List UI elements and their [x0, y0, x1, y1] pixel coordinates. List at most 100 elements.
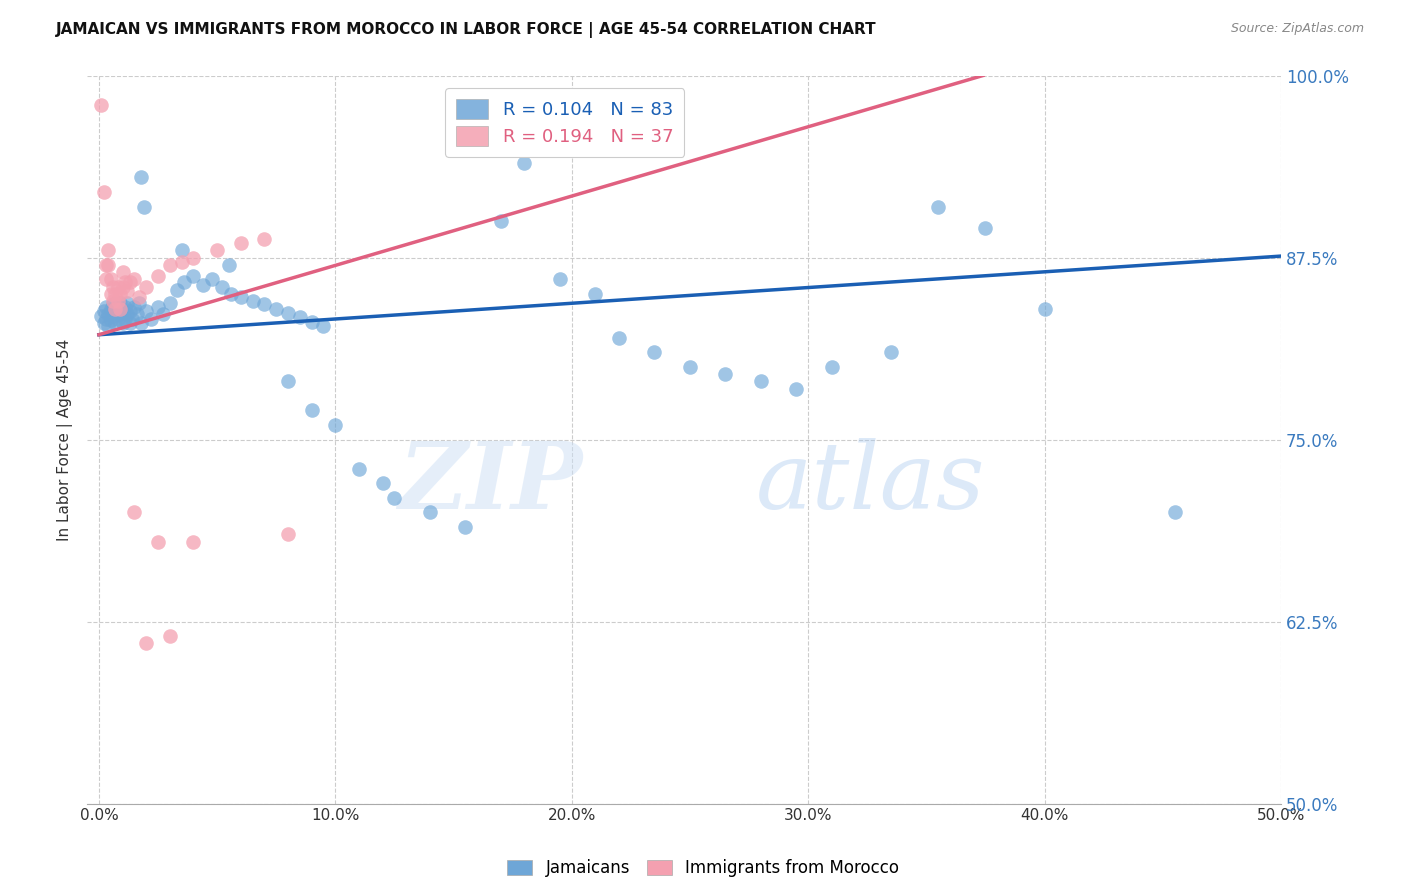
Point [97, 318, 120, 333]
Point [94, 300, 117, 314]
Point [264, 301, 287, 316]
Point [312, 318, 335, 333]
Point [111, 304, 134, 318]
Point [288, 310, 311, 325]
Point [121, 311, 143, 326]
Point [114, 300, 136, 314]
Point [118, 316, 141, 330]
Point [93, 304, 115, 318]
Point [253, 297, 276, 311]
Point [101, 279, 124, 293]
Point [219, 287, 242, 301]
Point [97, 258, 120, 272]
Y-axis label: In Labor Force | Age 45-54: In Labor Force | Age 45-54 [58, 338, 73, 541]
Point [277, 374, 299, 388]
Point [94, 272, 117, 286]
Point [323, 417, 346, 432]
Point [107, 311, 129, 326]
Point [146, 269, 169, 284]
Text: ZIP: ZIP [398, 438, 582, 528]
Point [101, 309, 124, 323]
Point [146, 534, 169, 549]
Point [139, 311, 162, 326]
Point [229, 235, 252, 250]
Point [927, 200, 949, 214]
Text: Source: ZipAtlas.com: Source: ZipAtlas.com [1230, 22, 1364, 36]
Point [301, 315, 323, 329]
Point [117, 295, 139, 310]
Point [166, 283, 188, 297]
Point [821, 359, 844, 374]
Point [607, 331, 630, 345]
Point [90, 309, 112, 323]
Point [97, 244, 120, 258]
Point [191, 278, 214, 293]
Point [714, 367, 737, 381]
Point [201, 272, 224, 286]
Point [159, 629, 181, 643]
Point [125, 307, 148, 321]
Point [152, 307, 174, 321]
Point [159, 295, 181, 310]
Point [135, 636, 157, 650]
Point [124, 300, 146, 314]
Point [117, 284, 139, 298]
Point [93, 316, 115, 330]
Point [132, 200, 155, 214]
Point [205, 244, 228, 258]
Point [548, 272, 571, 286]
Point [108, 307, 131, 321]
Point [128, 295, 150, 310]
Point [100, 272, 122, 286]
Point [131, 316, 153, 330]
Point [100, 301, 122, 316]
Point [513, 156, 536, 170]
Point [100, 313, 122, 327]
Point [104, 287, 127, 301]
Point [880, 345, 903, 359]
Point [107, 294, 129, 309]
Point [111, 265, 134, 279]
Point [104, 316, 127, 330]
Point [173, 275, 195, 289]
Point [94, 258, 117, 272]
Point [108, 295, 131, 310]
Point [229, 290, 252, 304]
Point [135, 304, 157, 318]
Point [384, 491, 406, 505]
Point [118, 304, 141, 318]
Point [301, 403, 323, 417]
Point [277, 527, 299, 541]
Point [124, 505, 146, 519]
Point [104, 304, 127, 318]
Point [183, 534, 205, 549]
Point [97, 307, 120, 321]
Point [253, 232, 276, 246]
Point [107, 300, 129, 314]
Point [104, 301, 127, 316]
Point [100, 287, 122, 301]
Point [679, 359, 702, 374]
Point [131, 170, 153, 185]
Point [94, 311, 117, 326]
Point [111, 316, 134, 330]
Point [277, 306, 299, 320]
Point [108, 301, 131, 316]
Text: JAMAICAN VS IMMIGRANTS FROM MOROCCO IN LABOR FORCE | AGE 45-54 CORRELATION CHART: JAMAICAN VS IMMIGRANTS FROM MOROCCO IN L… [56, 22, 877, 38]
Point [749, 374, 772, 388]
Point [454, 520, 477, 534]
Point [643, 345, 665, 359]
Point [101, 294, 124, 309]
Text: atlas: atlas [755, 438, 986, 528]
Point [183, 251, 205, 265]
Point [118, 275, 141, 289]
Point [146, 300, 169, 314]
Point [111, 279, 134, 293]
Point [785, 382, 807, 396]
Point [159, 258, 181, 272]
Point [419, 505, 441, 519]
Point [124, 272, 146, 286]
Point [1033, 301, 1056, 316]
Point [90, 97, 112, 112]
Point [218, 258, 240, 272]
